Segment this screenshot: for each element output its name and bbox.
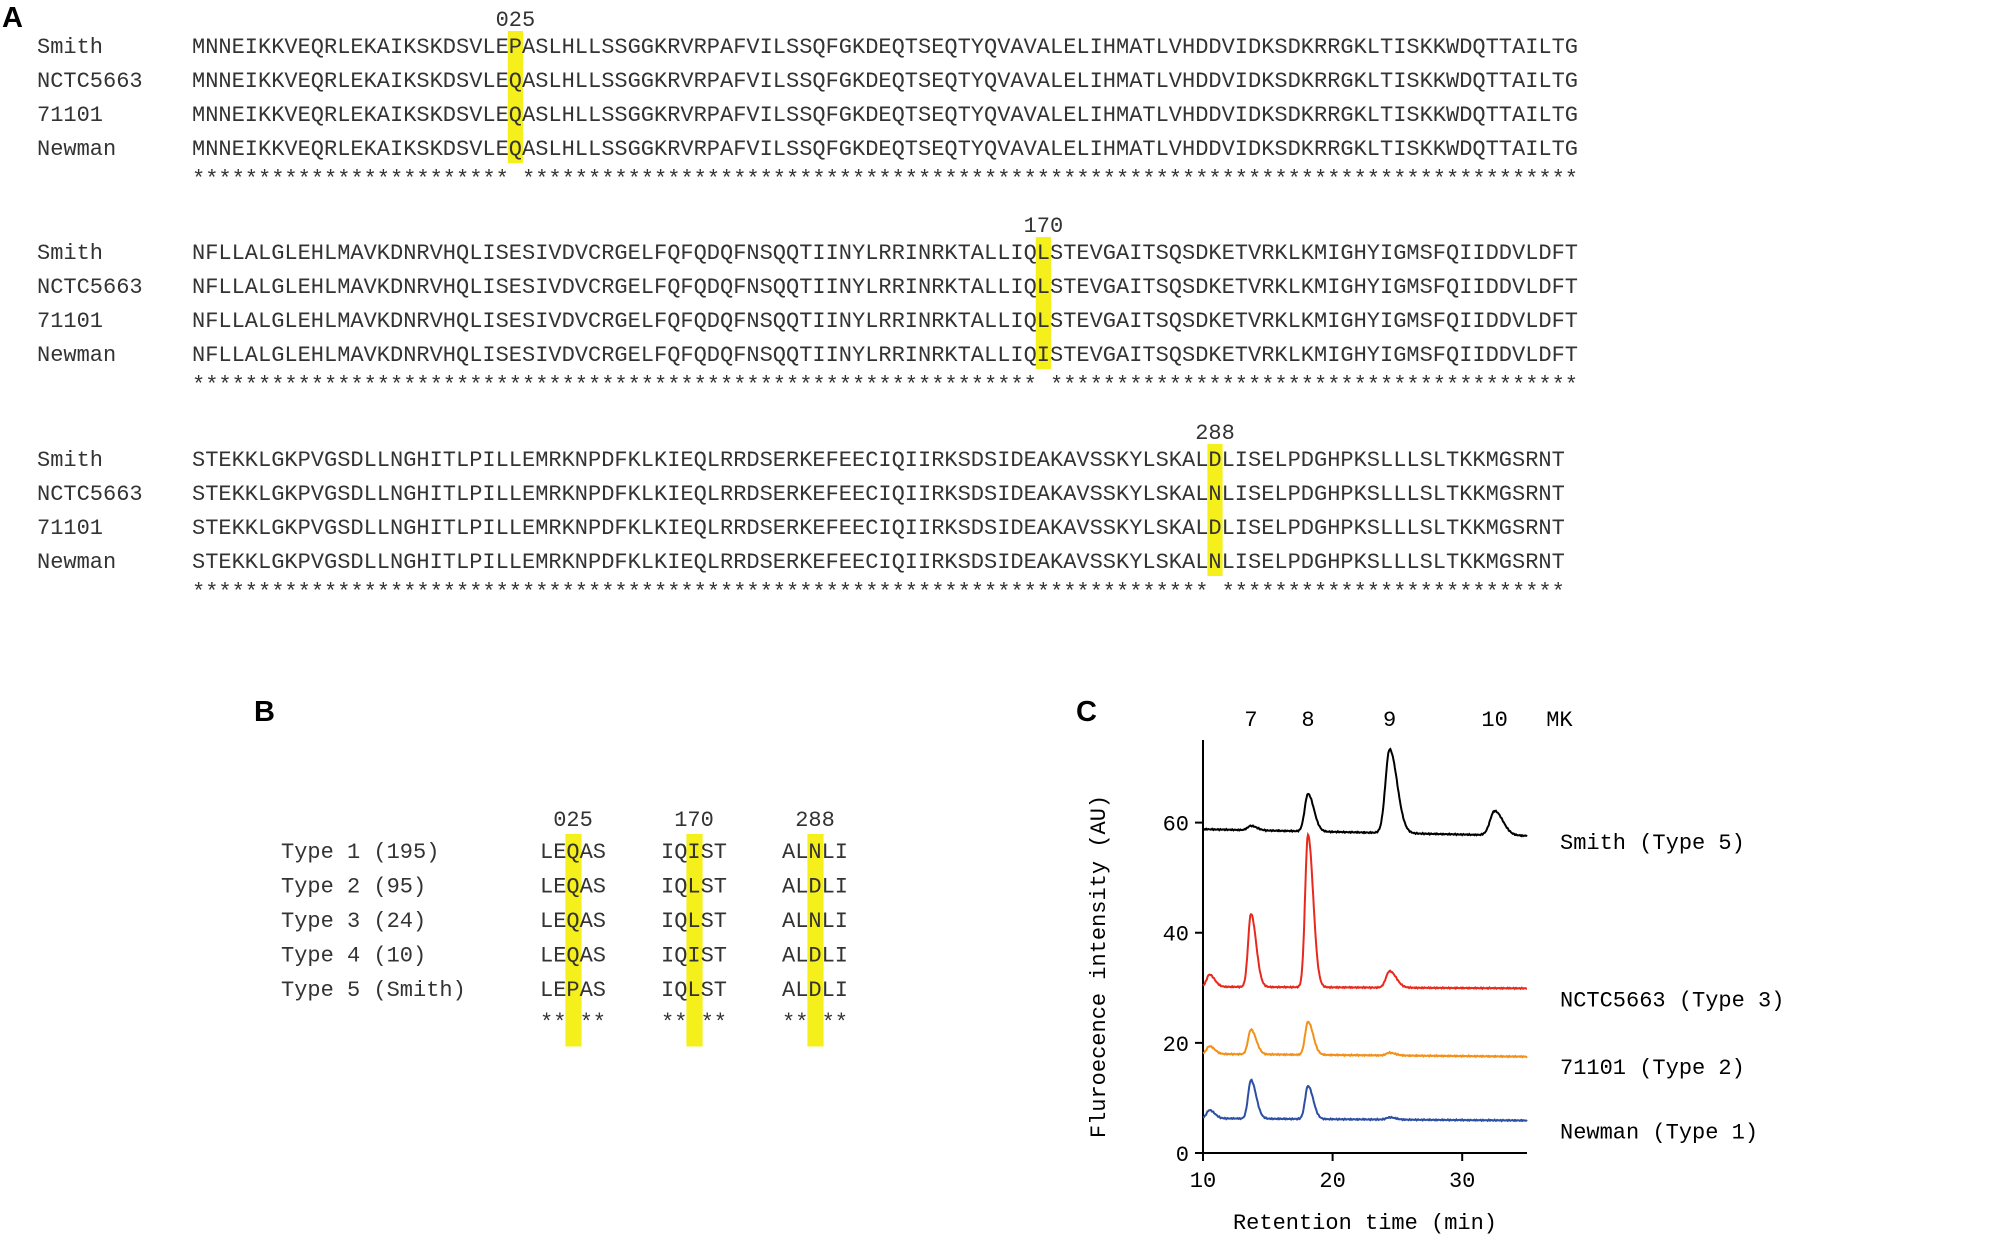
panel-b-letter: B	[254, 696, 275, 728]
highlight-column	[507, 31, 523, 163]
strain-name: Newman	[37, 550, 116, 575]
type-motif: IQLST	[661, 875, 727, 900]
consensus-row: ****************************************…	[192, 373, 1578, 398]
position-marker: 025	[553, 808, 593, 833]
strain-name: Newman	[37, 137, 116, 162]
x-axis-label: Retention time (min)	[1233, 1211, 1497, 1236]
type-label: Type 3 (24)	[281, 909, 426, 934]
highlight-column	[1035, 237, 1051, 369]
type-motif: LEPAS	[540, 978, 606, 1003]
position-marker: 170	[1024, 214, 1064, 239]
strain-name: NCTC5663	[37, 69, 143, 94]
menaquinone-label: MK	[1546, 708, 1573, 733]
type-motif: LEQAS	[540, 909, 606, 934]
y-tick-label: 40	[1163, 923, 1189, 948]
panel-a-letter: A	[2, 2, 23, 34]
type-label: Type 5 (Smith)	[281, 978, 466, 1003]
type-motif: LEQAS	[540, 840, 606, 865]
sequence-row: NFLLALGLEHLMAVKDNRVHQLISESIVDVCRGELFQFQD…	[192, 275, 1578, 300]
consensus-row: ************************ ***************…	[192, 167, 1578, 192]
strain-name: Smith	[37, 35, 103, 60]
sequence-row: NFLLALGLEHLMAVKDNRVHQLISESIVDVCRGELFQFQD…	[192, 343, 1578, 368]
trace-line	[1202, 1078, 1528, 1123]
position-marker: 288	[795, 808, 835, 833]
sequence-alignment: 025 Smith MNNEIKKVEQRLEKAIKSKDSVLEPASLHLLS…	[37, 8, 1578, 605]
strain-name: 71101	[37, 516, 103, 541]
highlight-column	[807, 834, 824, 1047]
menaquinone-label: 7	[1244, 708, 1257, 733]
strain-name: NCTC5663	[37, 275, 143, 300]
type-motif: IQLST	[661, 978, 727, 1003]
type-motif: IQIST	[661, 944, 727, 969]
x-tick-label: 20	[1319, 1169, 1345, 1194]
y-tick-label: 20	[1163, 1033, 1189, 1058]
trace-label: 71101 (Type 2)	[1560, 1056, 1745, 1081]
trace-label: Smith (Type 5)	[1560, 831, 1745, 856]
type-motif: LEQAS	[540, 875, 606, 900]
sequence-row: STEKKLGKPVGSDLLNGHITLPILLEMRKNPDFKLKIEQL…	[192, 550, 1565, 575]
type-label: Type 1 (195)	[281, 840, 439, 865]
strain-name: Smith	[37, 448, 103, 473]
menaquinone-label: 10	[1481, 708, 1507, 733]
highlight-column	[1207, 444, 1223, 576]
type-comparison: 025 170 288 Type 1 (195) LEQAS IQIST ALNLI Type…	[281, 808, 848, 1047]
type-motif: LEQAS	[540, 944, 606, 969]
highlight-column	[565, 834, 582, 1047]
trace-line	[1202, 1020, 1528, 1059]
consensus-row: ** **	[661, 1011, 727, 1036]
trace-line	[1202, 747, 1528, 838]
sequence-row: MNNEIKKVEQRLEKAIKSKDSVLEQASLHLLSSGGKRVRP…	[192, 69, 1578, 94]
consensus-row: ****************************************…	[192, 580, 1565, 605]
y-tick-label: 60	[1163, 813, 1189, 838]
sequence-row: STEKKLGKPVGSDLLNGHITLPILLEMRKNPDFKLKIEQL…	[192, 516, 1565, 541]
type-motif: IQIST	[661, 840, 727, 865]
type-motif: ALNLI	[782, 909, 848, 934]
sequence-row: NFLLALGLEHLMAVKDNRVHQLISESIVDVCRGELFQFQD…	[192, 309, 1578, 334]
consensus-row: ** **	[540, 1011, 606, 1036]
type-motif: ALNLI	[782, 840, 848, 865]
sequence-row: STEKKLGKPVGSDLLNGHITLPILLEMRKNPDFKLKIEQL…	[192, 448, 1565, 473]
type-label: Type 2 (95)	[281, 875, 426, 900]
position-marker: 288	[1195, 421, 1235, 446]
hplc-chart: 0 20 40 60 10 20 30 Retention time (min) Fluroec…	[1087, 708, 1784, 1236]
trace-label: NCTC5663 (Type 3)	[1560, 989, 1784, 1014]
position-marker: 025	[496, 8, 536, 33]
consensus-row: ** **	[782, 1011, 848, 1036]
type-label: Type 4 (10)	[281, 944, 426, 969]
sequence-row: MNNEIKKVEQRLEKAIKSKDSVLEPASLHLLSSGGKRVRP…	[192, 35, 1578, 60]
strain-name: Smith	[37, 241, 103, 266]
type-motif: ALDLI	[782, 978, 848, 1003]
sequence-row: STEKKLGKPVGSDLLNGHITLPILLEMRKNPDFKLKIEQL…	[192, 482, 1565, 507]
type-motif: ALDLI	[782, 875, 848, 900]
menaquinone-label: 8	[1301, 708, 1314, 733]
x-tick-label: 10	[1190, 1169, 1216, 1194]
position-marker: 170	[674, 808, 714, 833]
sequence-row: MNNEIKKVEQRLEKAIKSKDSVLEQASLHLLSSGGKRVRP…	[192, 137, 1578, 162]
type-motif: IQLST	[661, 909, 727, 934]
strain-name: Newman	[37, 343, 116, 368]
sequence-row: NFLLALGLEHLMAVKDNRVHQLISESIVDVCRGELFQFQD…	[192, 241, 1578, 266]
strain-name: 71101	[37, 103, 103, 128]
highlight-column	[686, 834, 703, 1047]
strain-name: 71101	[37, 309, 103, 334]
menaquinone-label: 9	[1383, 708, 1396, 733]
panel-c-letter: C	[1076, 696, 1097, 728]
type-motif: ALDLI	[782, 944, 848, 969]
sequence-row: MNNEIKKVEQRLEKAIKSKDSVLEQASLHLLSSGGKRVRP…	[192, 103, 1578, 128]
strain-name: NCTC5663	[37, 482, 143, 507]
trace-line	[1202, 831, 1528, 991]
y-tick-label: 0	[1176, 1143, 1189, 1168]
y-axis-label: Fluroecence intensity (AU)	[1087, 795, 1112, 1138]
x-tick-label: 30	[1449, 1169, 1475, 1194]
trace-label: Newman (Type 1)	[1560, 1120, 1758, 1145]
